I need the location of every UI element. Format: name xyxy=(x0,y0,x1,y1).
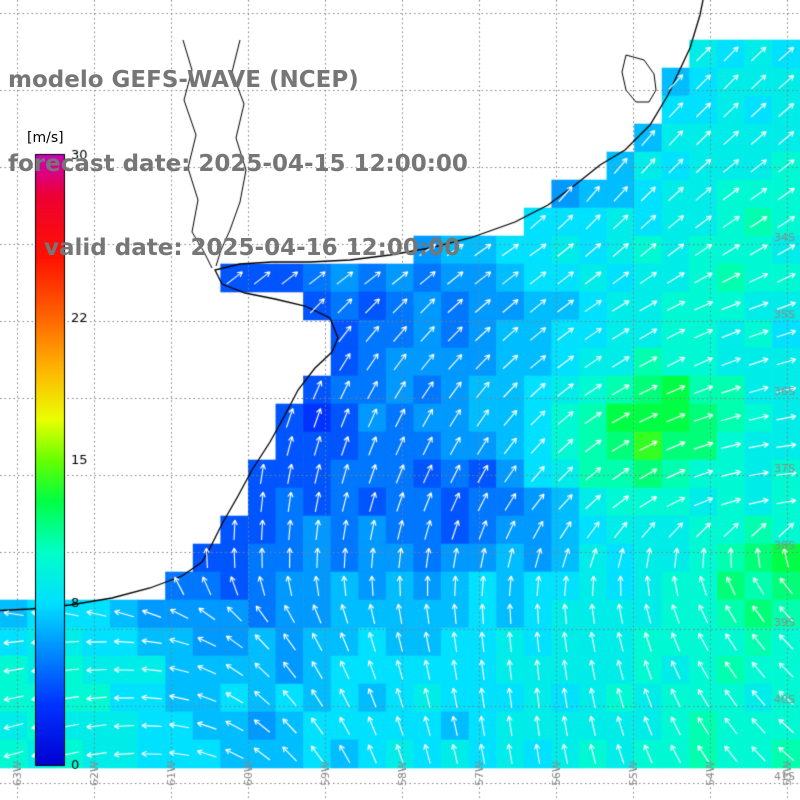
colorbar-unit-label: [m/s] xyxy=(27,130,64,146)
forecast-date-line: forecast date: 2025-04-15 12:00:00 xyxy=(8,151,468,177)
valid-date-line: valid date: 2025-04-16 12:00:00 xyxy=(44,235,461,261)
header: modelo GEFS-WAVE (NCEP) forecast date: 2… xyxy=(8,10,468,318)
model-title: modelo GEFS-WAVE (NCEP) xyxy=(8,67,359,93)
